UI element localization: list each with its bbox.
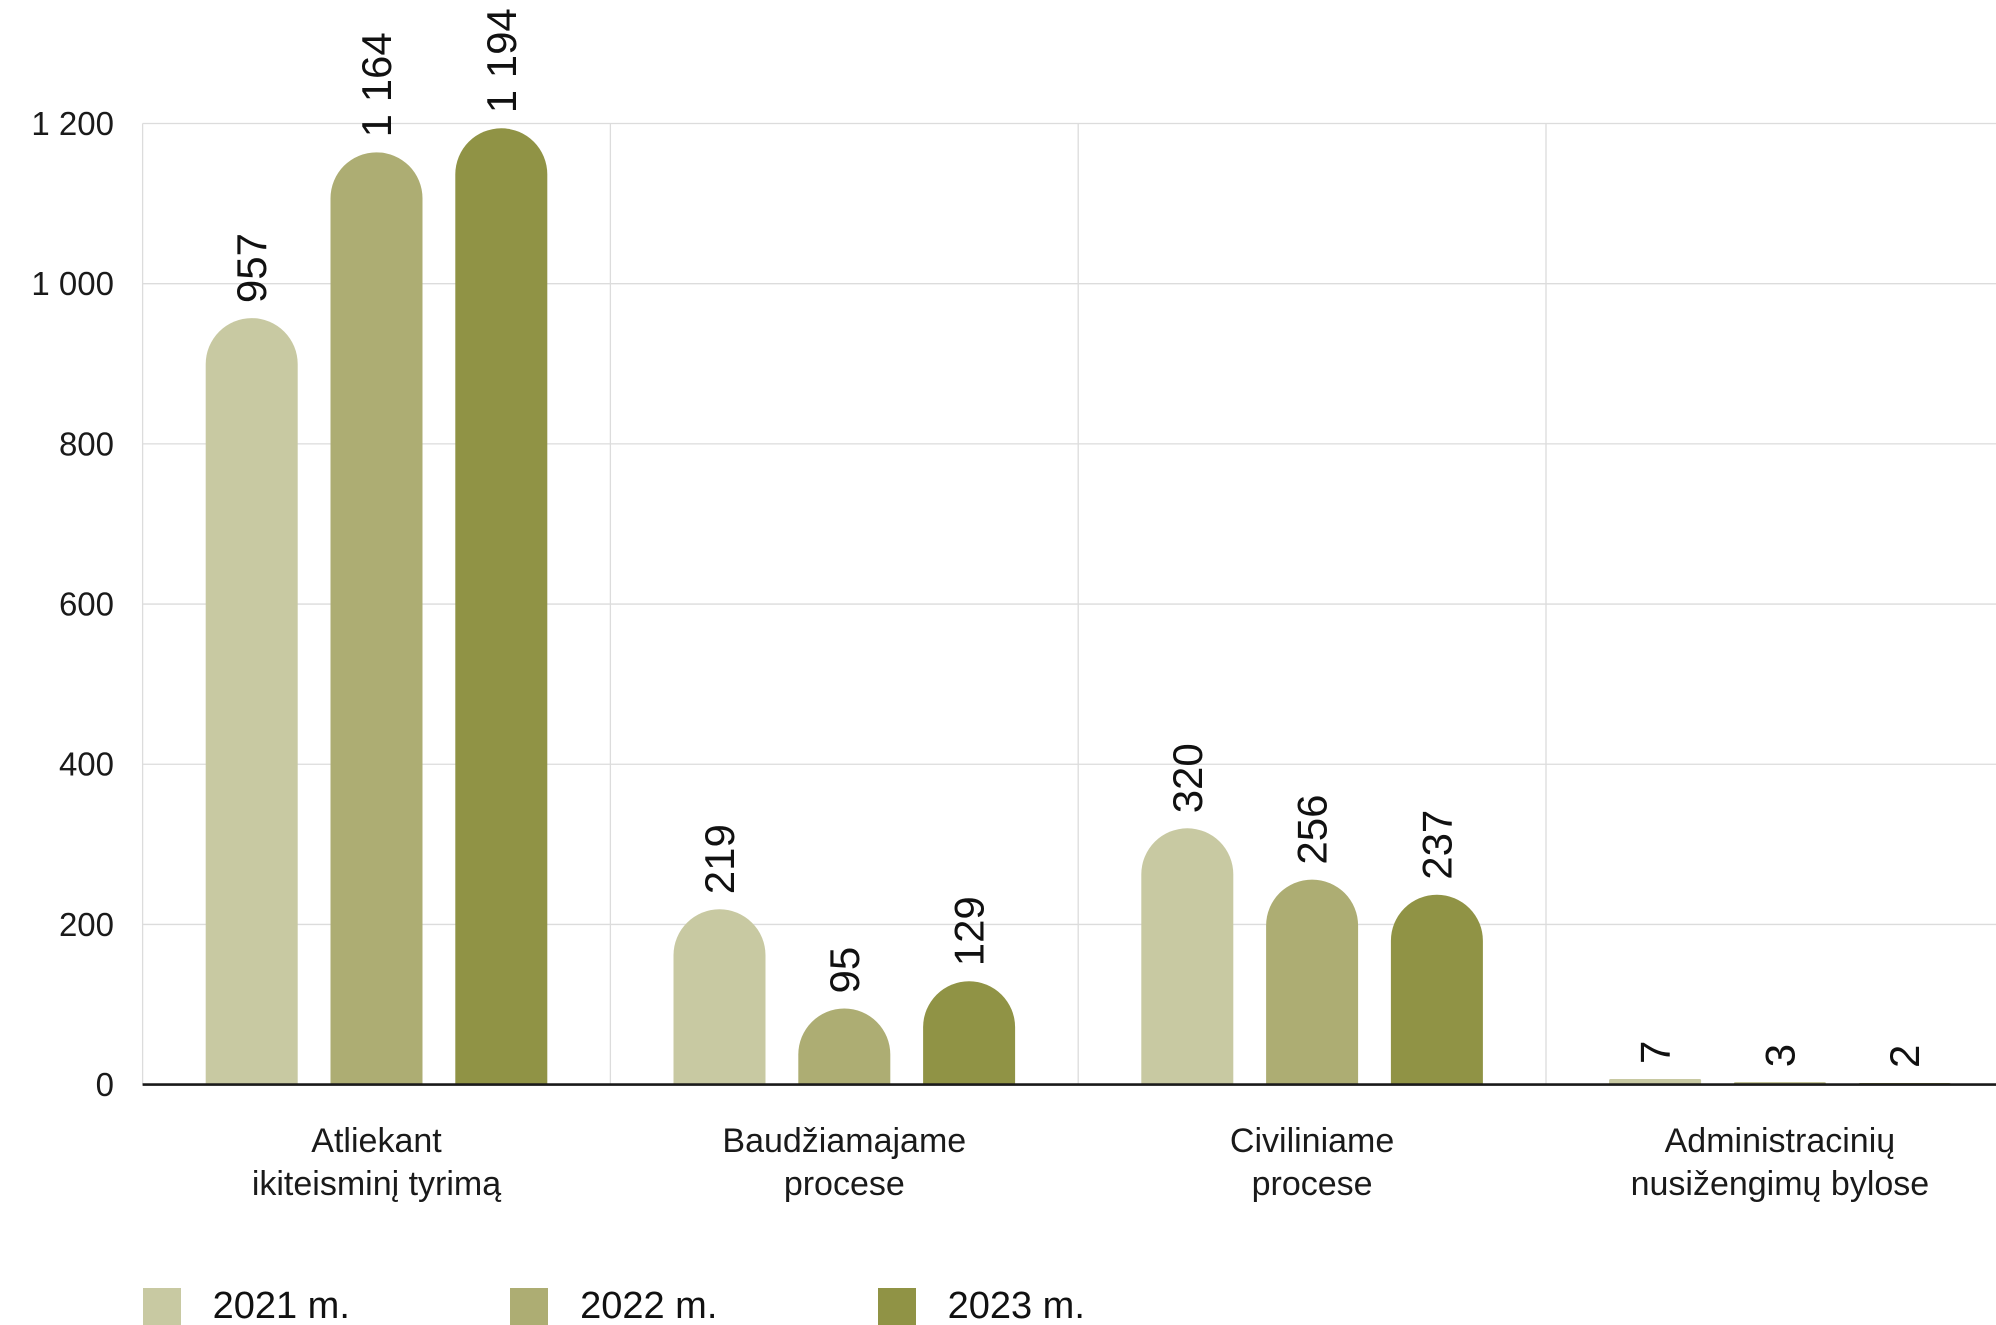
x-category-label: Atliekant ikiteisminį tyrimą: [251, 1122, 502, 1203]
x-category-label: Baudžiamajame procese: [722, 1122, 967, 1203]
bar: [798, 1008, 891, 1085]
data-label: 1 194: [478, 8, 525, 113]
bar: [205, 318, 298, 1085]
legend-swatch: [142, 1288, 181, 1325]
x-category-label: Administracinių nusižengimų bylose: [1630, 1122, 1930, 1203]
data-label: 256: [1289, 794, 1336, 864]
bar: [673, 909, 766, 1085]
y-tick-label: 1 000: [31, 265, 114, 302]
x-category-label: Civiliniame procese: [1229, 1122, 1395, 1203]
data-label: 1 164: [353, 32, 400, 137]
y-tick-label: 400: [59, 746, 114, 783]
bar: [1266, 879, 1359, 1085]
data-label: 2: [1881, 1045, 1928, 1068]
gridlines: [141, 122, 1996, 1085]
y-tick-label: 600: [59, 586, 114, 623]
bars: [205, 128, 1951, 1085]
bar: [455, 128, 548, 1085]
legend-item: 2021 m.: [142, 1285, 350, 1325]
bar: [1390, 894, 1483, 1085]
legend-swatch: [510, 1288, 549, 1325]
legend-swatch: [877, 1288, 916, 1325]
data-label: 237: [1413, 810, 1460, 880]
legend-item: 2023 m.: [877, 1285, 1085, 1325]
y-axis-tick-labels: 0 200 400 600 800 1 000 1 200: [31, 105, 114, 1103]
data-label: 320: [1164, 743, 1211, 813]
data-label: 957: [228, 233, 275, 303]
data-label: 7: [1632, 1041, 1679, 1064]
bar: [923, 981, 1016, 1085]
bar: [330, 152, 423, 1085]
y-tick-label: 800: [59, 425, 114, 462]
bar: [1609, 1078, 1702, 1085]
y-tick-label: 200: [59, 906, 114, 943]
data-label: 219: [696, 824, 743, 894]
legend-label: 2021 m.: [212, 1285, 350, 1325]
y-tick-label: 0: [96, 1066, 114, 1103]
legend-label: 2022 m.: [580, 1285, 718, 1325]
data-label: 129: [946, 896, 993, 966]
legend-label: 2023 m.: [947, 1285, 1085, 1325]
y-tick-label: 1 200: [31, 105, 114, 142]
data-label: 95: [821, 947, 868, 994]
legend-item: 2022 m.: [510, 1285, 718, 1325]
data-label: 3: [1756, 1044, 1803, 1067]
data-labels: 957 219 320 7 1 164 95 256 3 1 194 129 237 2: [228, 8, 1928, 1068]
bar: [1141, 828, 1234, 1085]
